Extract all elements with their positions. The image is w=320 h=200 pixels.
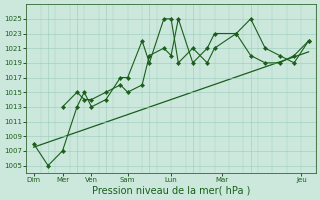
X-axis label: Pression niveau de la mer( hPa ): Pression niveau de la mer( hPa ) — [92, 186, 250, 196]
